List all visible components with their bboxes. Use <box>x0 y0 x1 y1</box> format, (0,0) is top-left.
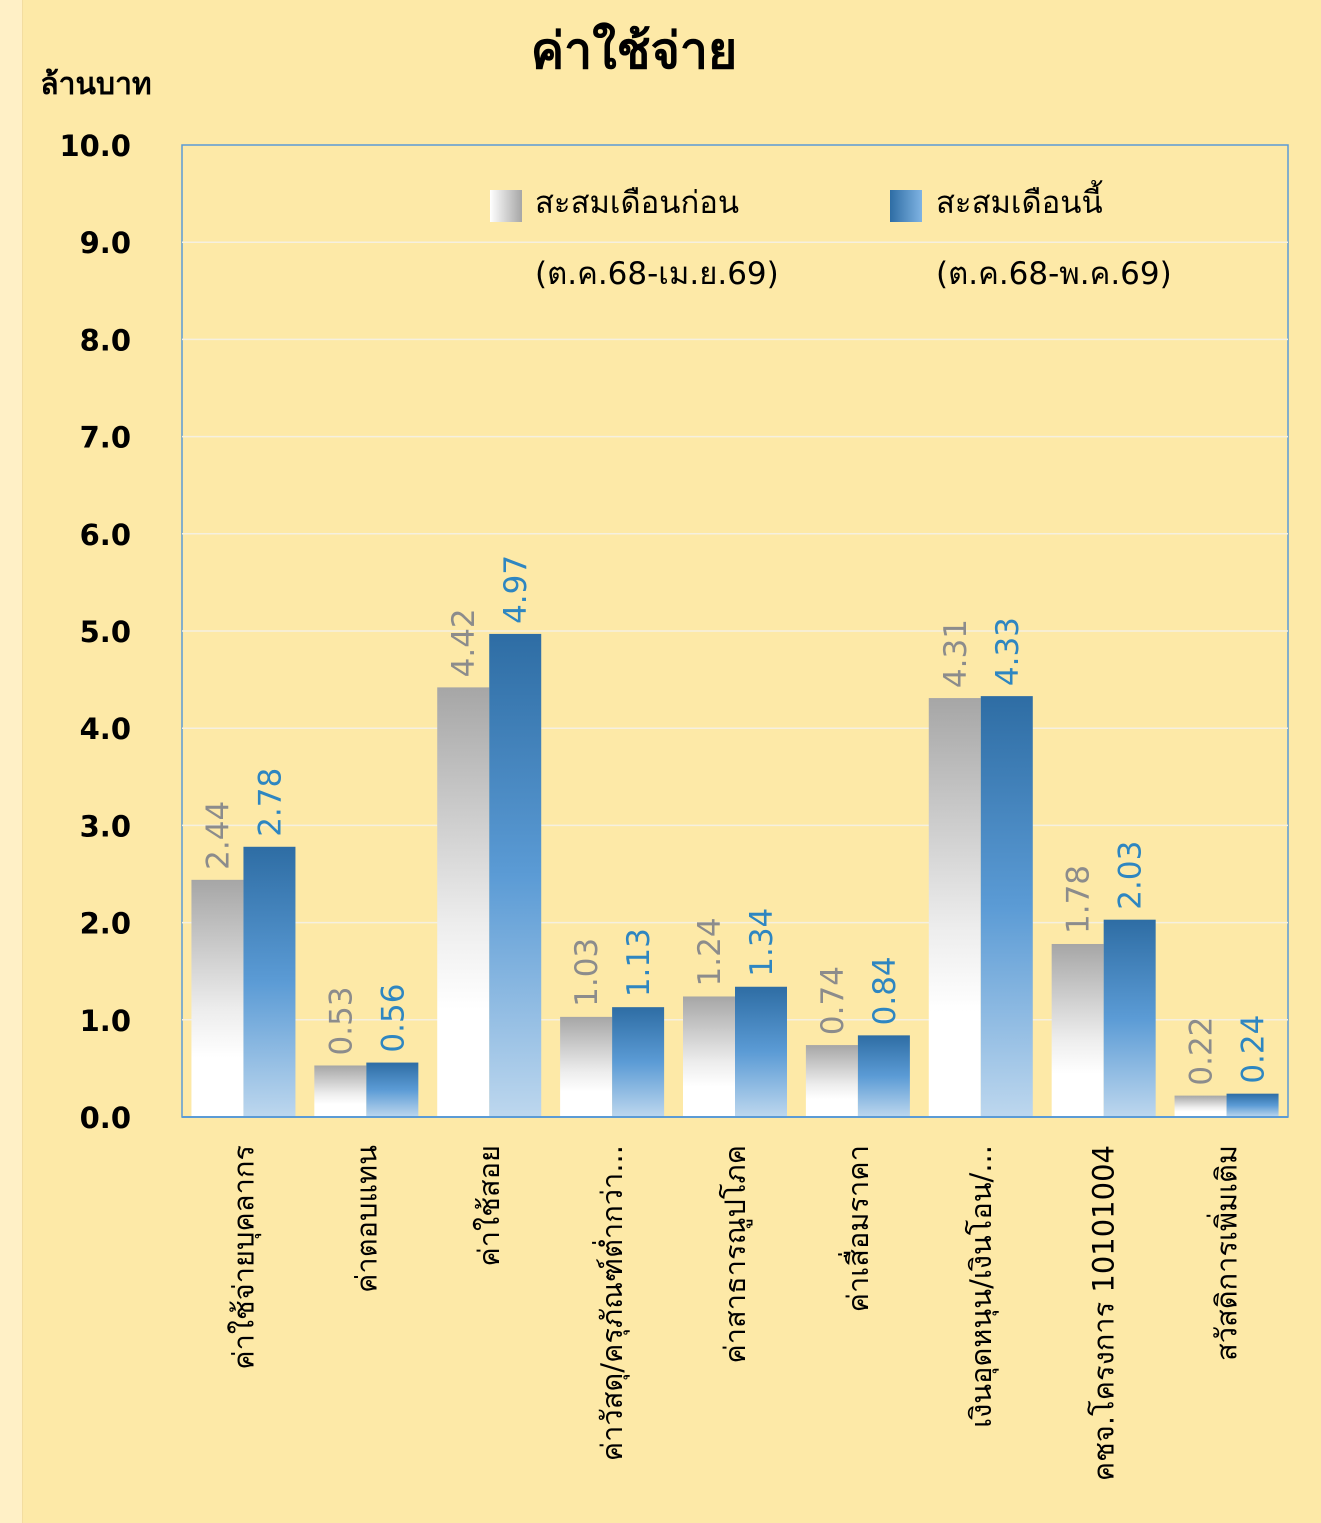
y-tick-label: 2.0 <box>80 907 131 941</box>
bar-label-prev: 0.74 <box>815 966 851 1035</box>
bar-label-curr: 4.97 <box>498 555 534 624</box>
x-tick-label: ค่าเสื่อมราคา <box>838 1145 875 1312</box>
bar-curr <box>735 986 787 1117</box>
x-tick-label: ค่าวัสดุ/ครุภัณฑ์ต่ำกว่า... <box>592 1145 630 1461</box>
bar-curr <box>857 1035 910 1117</box>
x-tick-label: ค่าสาธารณูปโภค <box>718 1145 753 1364</box>
bar-label-curr: 0.56 <box>375 984 411 1053</box>
bar-label-curr: 2.03 <box>1113 841 1149 910</box>
x-tick-labels: ค่าใช้จ่ายบุคลากร ค่าตอบแทน ค่าใช้สอย ค่าวั… <box>226 1145 1243 1481</box>
y-tick-label: 1.0 <box>80 1004 131 1038</box>
bar-label-curr: 1.34 <box>744 908 780 977</box>
bar-curr <box>980 696 1033 1117</box>
bar-label-prev: 4.31 <box>938 619 974 688</box>
legend-period-prev: (ต.ค.68-เม.ย.69) <box>535 256 779 292</box>
bar-prev <box>683 996 735 1117</box>
bar-curr <box>366 1062 419 1117</box>
bar-curr <box>243 846 296 1117</box>
x-tick-label: ค่าใช้สอย <box>472 1145 506 1267</box>
x-tick-label: ค่าใช้จ่ายบุคลากร <box>226 1145 261 1370</box>
bar-label-curr: 4.33 <box>990 617 1026 686</box>
bar-prev <box>191 879 244 1117</box>
y-tick-label: 10.0 <box>59 129 131 163</box>
bar-value-labels: 2.44 2.78 0.53 0.56 4.42 4.97 1.03 1.13 1.24 1.34… <box>200 555 1271 1086</box>
bar-label-prev: 0.53 <box>323 986 359 1055</box>
y-tick-label: 8.0 <box>80 323 131 357</box>
y-tick-label: 6.0 <box>80 518 131 552</box>
bar-prev <box>560 1016 613 1117</box>
bar-curr <box>612 1007 665 1117</box>
bar-prev <box>437 687 490 1117</box>
x-tick-label: สวัสดิการเพิ่มเติม <box>1207 1145 1244 1361</box>
bar-prev <box>928 698 981 1117</box>
x-tick-label: เงินอุดหนุน/เงินโอน/... <box>964 1145 999 1428</box>
bar-prev <box>314 1065 367 1117</box>
y-tick-label: 0.0 <box>80 1101 131 1135</box>
y-tick-label: 7.0 <box>80 421 131 455</box>
y-axis-label: ล้านบาท <box>40 67 151 102</box>
bar-curr <box>1103 919 1156 1117</box>
bar-label-prev: 0.22 <box>1184 1017 1220 1086</box>
y-tick-label: 5.0 <box>80 615 131 649</box>
legend-label-prev: สะสมเดือนก่อน <box>535 185 739 221</box>
bar-prev <box>1174 1095 1227 1117</box>
y-tick-labels: 0.0 1.0 2.0 3.0 4.0 5.0 6.0 7.0 8.0 9.0 10.0 <box>59 129 131 1135</box>
bar-label-curr: 0.24 <box>1236 1015 1272 1084</box>
bar-curr <box>489 633 542 1117</box>
bar-label-prev: 1.78 <box>1061 865 1097 934</box>
y-tick-label: 9.0 <box>80 226 131 260</box>
legend-swatch-curr <box>890 190 922 222</box>
bar-label-prev: 2.44 <box>200 801 236 870</box>
bar-label-curr: 0.84 <box>867 956 903 1025</box>
chart-title: ค่าใช้จ่าย <box>531 22 738 80</box>
bar-label-prev: 1.24 <box>692 917 728 986</box>
bar-curr <box>1226 1093 1279 1117</box>
left-edge-strip <box>0 0 23 1523</box>
x-tick-label: ค่าตอบแทน <box>349 1145 383 1293</box>
y-tick-label: 4.0 <box>80 712 131 746</box>
bar-prev <box>805 1045 858 1117</box>
bar-prev <box>1051 943 1104 1117</box>
bar-label-curr: 2.78 <box>252 768 288 837</box>
legend-label-curr: สะสมเดือนนี้ <box>936 180 1103 221</box>
legend-swatch-prev <box>490 190 522 222</box>
legend: สะสมเดือนก่อน (ต.ค.68-เม.ย.69) สะสมเดือน… <box>490 180 1172 292</box>
y-tick-label: 3.0 <box>80 809 131 843</box>
x-tick-label: คชจ.โครงการ 10101004 <box>1087 1145 1121 1481</box>
bar-label-prev: 4.42 <box>446 608 482 677</box>
bars <box>191 633 1279 1117</box>
legend-period-curr: (ต.ค.68-พ.ค.69) <box>936 256 1172 292</box>
bar-label-prev: 1.03 <box>569 938 605 1007</box>
bar-label-curr: 1.13 <box>621 928 657 997</box>
